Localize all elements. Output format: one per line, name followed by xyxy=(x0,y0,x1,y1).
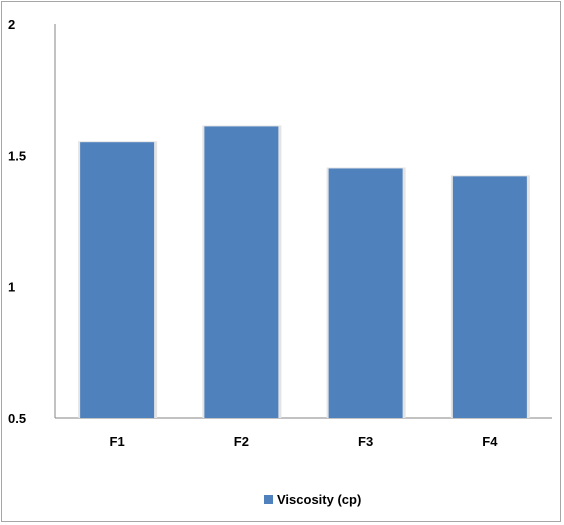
y-tick-label: 1 xyxy=(8,280,15,295)
legend-swatch xyxy=(264,494,273,504)
legend-label: Viscosity (cp) xyxy=(277,491,362,507)
bars xyxy=(78,125,530,418)
x-axis-labels: F1 F2 F3 F4 xyxy=(110,434,499,449)
x-tick-label: F1 xyxy=(110,434,125,449)
x-tick-label: F3 xyxy=(358,434,373,449)
bar-f4 xyxy=(452,176,527,418)
y-tick-label: 1.5 xyxy=(8,148,26,163)
bar-f3 xyxy=(328,168,403,418)
legend: Viscosity (cp) xyxy=(264,489,361,509)
y-tick-label: 0.5 xyxy=(8,411,26,426)
x-tick-label: F2 xyxy=(234,434,249,449)
bar-f2 xyxy=(204,126,279,418)
bar-f1 xyxy=(80,142,155,418)
y-tick-label: 2 xyxy=(8,17,15,32)
x-tick-label: F4 xyxy=(482,434,498,449)
